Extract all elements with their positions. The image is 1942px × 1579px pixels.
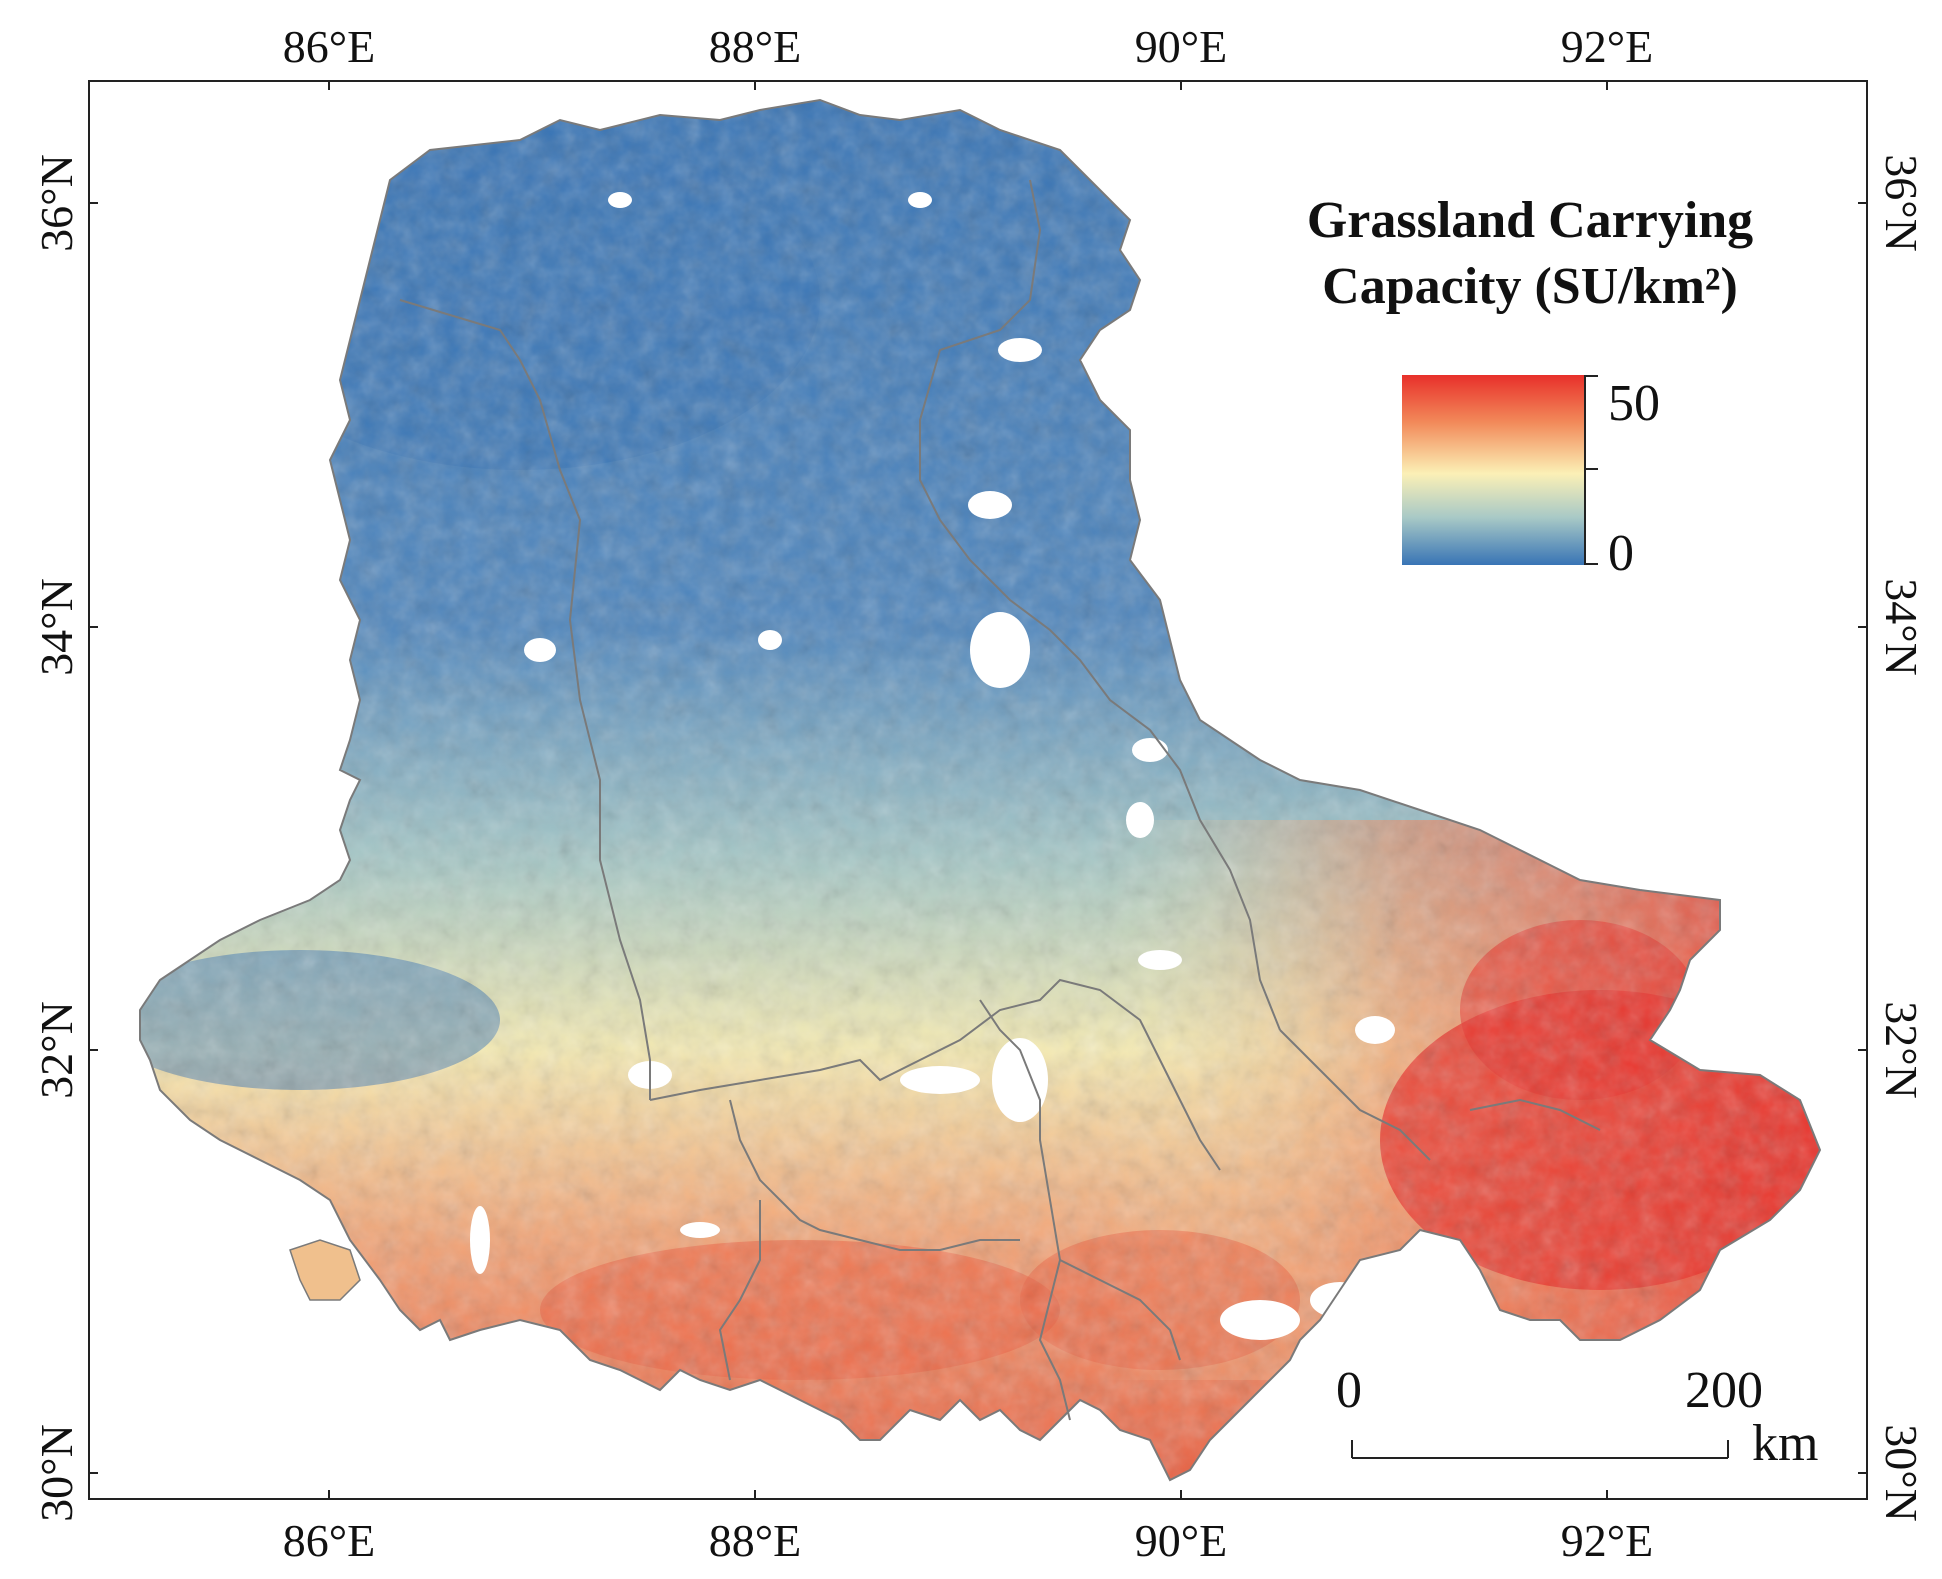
legend-title-line2: Capacity (SU/km²) (1322, 258, 1738, 315)
county-boundaries (399, 179, 1601, 1421)
lon-label-top-86: 86°E (283, 21, 376, 72)
lat-label-right-32: 32°N (1876, 1001, 1927, 1099)
lat-label-right-30: 30°N (1876, 1424, 1927, 1522)
legend-tick-bottom (1584, 563, 1598, 565)
lat-label-right-36: 36°N (1876, 154, 1927, 252)
lat-label-right-34: 34°N (1876, 578, 1927, 676)
legend-title: Grassland Carrying Capacity (SU/km²) (1220, 188, 1840, 320)
lon-label-bottom-86: 86°E (283, 1515, 376, 1566)
lon-label-bottom-88: 88°E (709, 1515, 802, 1566)
legend-max-label: 50 (1608, 375, 1660, 432)
legend-min-label: 0 (1608, 525, 1634, 582)
frame-ticks (88, 80, 1868, 1500)
scale-bar (1351, 1440, 1729, 1459)
legend-color-ramp (1402, 375, 1584, 565)
legend-tick-top (1584, 375, 1598, 377)
lon-label-top-90: 90°E (1135, 21, 1228, 72)
scale-start-label: 0 (1336, 1362, 1362, 1419)
lon-label-top-88: 88°E (709, 21, 802, 72)
lon-label-bottom-92: 92°E (1561, 1515, 1654, 1566)
scale-end-label: 200 (1685, 1362, 1763, 1419)
scale-unit-label: km (1752, 1415, 1819, 1472)
west-islet (289, 1239, 361, 1301)
lat-label-left-32: 32°N (31, 1001, 82, 1099)
legend-title-line1: Grassland Carrying (1306, 192, 1754, 249)
lat-label-left-36: 36°N (31, 154, 82, 252)
lon-label-bottom-90: 90°E (1135, 1515, 1228, 1566)
lat-label-left-30: 30°N (31, 1424, 82, 1522)
lon-label-top-92: 92°E (1561, 21, 1654, 72)
legend-tick-mid (1584, 468, 1598, 470)
legend-axis-line (1584, 375, 1586, 565)
lat-label-left-34: 34°N (31, 578, 82, 676)
